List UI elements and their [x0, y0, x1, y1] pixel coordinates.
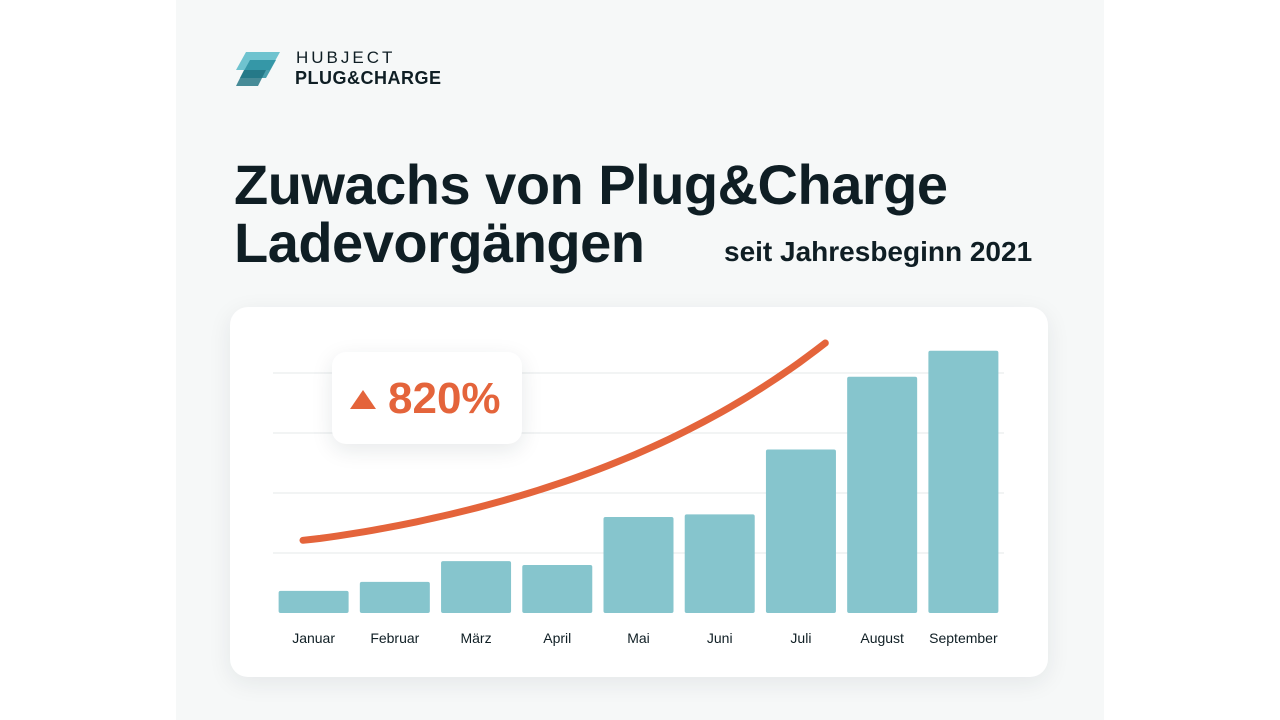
title-line-1: Zuwachs von Plug&Charge — [234, 153, 948, 216]
x-tick-label: März — [460, 630, 491, 646]
logo-brand: HUBJECT — [296, 48, 396, 67]
x-tick-label: September — [929, 630, 998, 646]
bar-märz — [441, 561, 512, 613]
hubject-logo-icon — [236, 52, 280, 86]
x-tick-label: Februar — [370, 630, 419, 646]
bar-september — [928, 350, 999, 613]
growth-badge: 820% — [332, 352, 522, 444]
logo-product: PLUG&CHARGE — [295, 68, 442, 88]
bar-juni — [684, 514, 755, 613]
bar-februar — [359, 581, 430, 613]
subtitle: seit Jahresbeginn 2021 — [724, 236, 1033, 267]
x-tick-label: April — [543, 630, 571, 646]
growth-value: 820% — [388, 374, 501, 423]
triangle-up-icon — [350, 390, 376, 409]
bar-juli — [765, 449, 836, 613]
x-tick-label: Juni — [707, 630, 733, 646]
bar-januar — [278, 590, 349, 613]
page-title: Zuwachs von Plug&Charge Ladevorgängen — [234, 156, 948, 272]
x-tick-label: Juli — [790, 630, 811, 646]
title-line-2: Ladevorgängen — [234, 211, 645, 274]
x-tick-label: Mai — [627, 630, 650, 646]
bar-april — [522, 564, 593, 613]
bar-chart: Januar Februar März April Mai Juni Juli August S… — [273, 339, 1004, 646]
bar-august — [847, 376, 918, 613]
x-tick-label: August — [860, 630, 904, 646]
trend-line — [299, 339, 829, 544]
bar-mai — [603, 516, 674, 613]
x-tick-label: Januar — [292, 630, 335, 646]
